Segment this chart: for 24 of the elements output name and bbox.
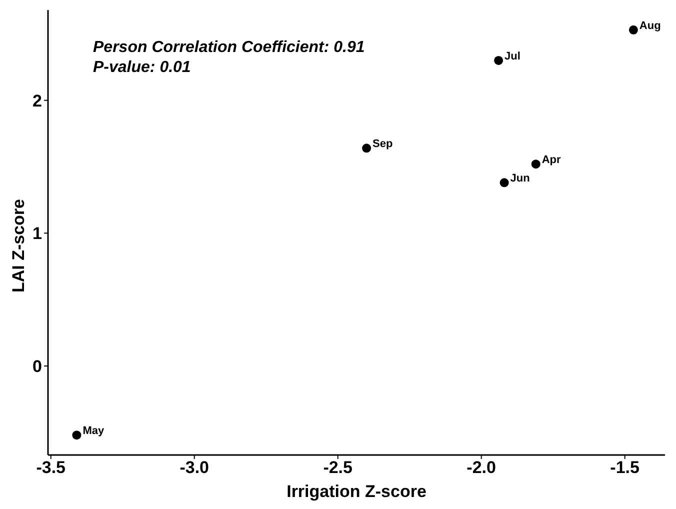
x-tick-label: -1.5 — [610, 458, 640, 478]
y-tick-label: 0 — [32, 357, 42, 376]
annotation: P-value: 0.01 — [93, 58, 192, 78]
x-tick-label: -2.5 — [323, 458, 352, 478]
annotation: Jun — [510, 172, 530, 185]
annotation: May — [82, 425, 105, 438]
annotation: Aug — [639, 20, 661, 32]
point — [628, 25, 638, 34]
y-tick-label: 1 — [32, 224, 42, 244]
x-axis-title: Irrigation Z-score — [286, 482, 426, 501]
x-tick-label: -2.0 — [466, 458, 496, 478]
annotation: Sep — [372, 138, 393, 150]
x-tick-label: -3.5 — [36, 458, 66, 478]
annotation: Jul — [504, 50, 520, 62]
point — [531, 160, 540, 169]
y-axis-title: LAI Z-score — [9, 198, 28, 292]
x-tick-label: -3.0 — [180, 458, 210, 478]
annotation: Person Correlation Coefficient: 0.91 — [93, 38, 365, 58]
point — [494, 56, 504, 65]
point — [362, 144, 372, 153]
point — [500, 178, 509, 188]
annotation: Apr — [542, 154, 562, 166]
point — [72, 430, 82, 440]
y-tick-label: 2 — [32, 91, 42, 110]
